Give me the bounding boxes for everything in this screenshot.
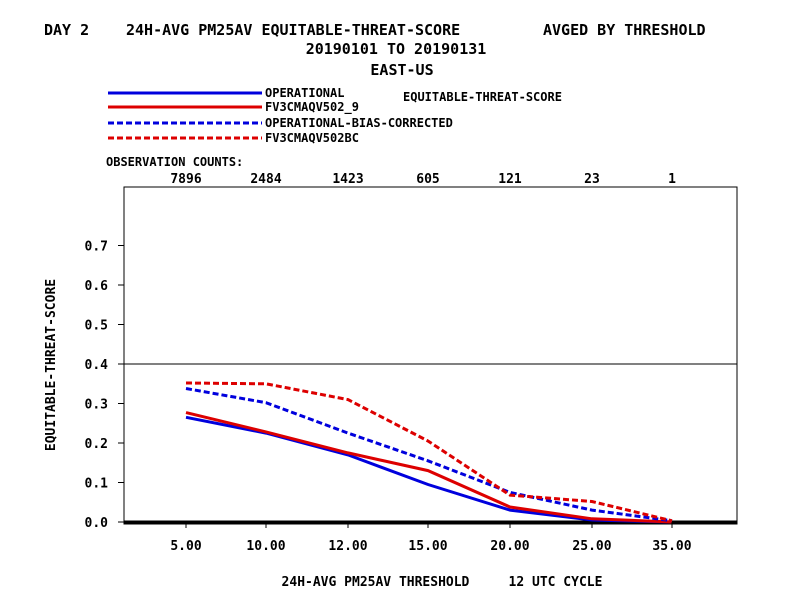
series-line-3 xyxy=(185,387,673,523)
legend-label: OPERATIONAL-BIAS-CORRECTED xyxy=(265,116,453,130)
y-tick-label: 0.2 xyxy=(85,437,108,452)
observation-count: 1423 xyxy=(332,172,363,187)
observation-count: 1 xyxy=(668,172,676,187)
legend-label: FV3CMAQV502BC xyxy=(265,131,359,145)
header-region: EAST-US xyxy=(370,61,433,79)
observation-counts-label: OBSERVATION COUNTS: xyxy=(106,155,243,169)
x-axis-ticks: 5.00 10.00 12.00 15.00 20.00 25.00 35.00 xyxy=(170,522,692,554)
x-tick-label: 25.00 xyxy=(572,539,611,554)
y-tick-label: 0.0 xyxy=(85,516,109,531)
observation-counts: 7896 2484 1423 605 121 23 1 xyxy=(170,172,676,187)
header-date-range: 20190101 TO 20190131 xyxy=(306,40,487,58)
y-tick-label: 0.5 xyxy=(85,319,108,334)
plot-frame xyxy=(123,186,738,525)
x-tick-label: 35.00 xyxy=(652,539,691,554)
x-tick-label: 20.00 xyxy=(490,539,529,554)
y-tick-label: 0.1 xyxy=(85,477,109,492)
series-lines xyxy=(185,381,673,524)
x-tick-label: 12.00 xyxy=(328,539,367,554)
x-tick-label: 15.00 xyxy=(408,539,447,554)
header-title: 24H-AVG PM25AV EQUITABLE-THREAT-SCORE xyxy=(126,21,460,39)
observation-count: 7896 xyxy=(170,172,201,187)
observation-count: 605 xyxy=(416,172,439,187)
y-axis-label: EQUITABLE-THREAT-SCORE xyxy=(44,279,59,451)
series-line-2 xyxy=(185,411,673,524)
header-day: DAY 2 xyxy=(44,21,89,39)
x-tick-label: 10.00 xyxy=(246,539,285,554)
legend-metric-label: EQUITABLE-THREAT-SCORE xyxy=(403,90,562,104)
header-avg-label: AVGED BY THRESHOLD xyxy=(543,21,706,39)
y-tick-label: 0.3 xyxy=(85,398,108,413)
observation-count: 2484 xyxy=(250,172,281,187)
y-tick-label: 0.6 xyxy=(85,279,109,294)
x-tick-label: 5.00 xyxy=(170,539,201,554)
legend: OPERATIONALFV3CMAQV502_9OPERATIONAL-BIAS… xyxy=(108,86,453,145)
observation-count: 121 xyxy=(498,172,522,187)
legend-label: OPERATIONAL xyxy=(265,86,344,100)
y-axis-ticks: 0.0 0.1 0.2 0.3 0.4 0.5 0.6 0.7 xyxy=(85,240,124,531)
series-line-4 xyxy=(185,381,673,523)
y-tick-label: 0.4 xyxy=(85,358,109,373)
observation-count: 23 xyxy=(584,172,600,187)
x-axis-label: 24H-AVG PM25AV THRESHOLD 12 UTC CYCLE xyxy=(282,575,603,590)
y-tick-label: 0.7 xyxy=(85,240,108,255)
legend-label: FV3CMAQV502_9 xyxy=(265,100,359,115)
